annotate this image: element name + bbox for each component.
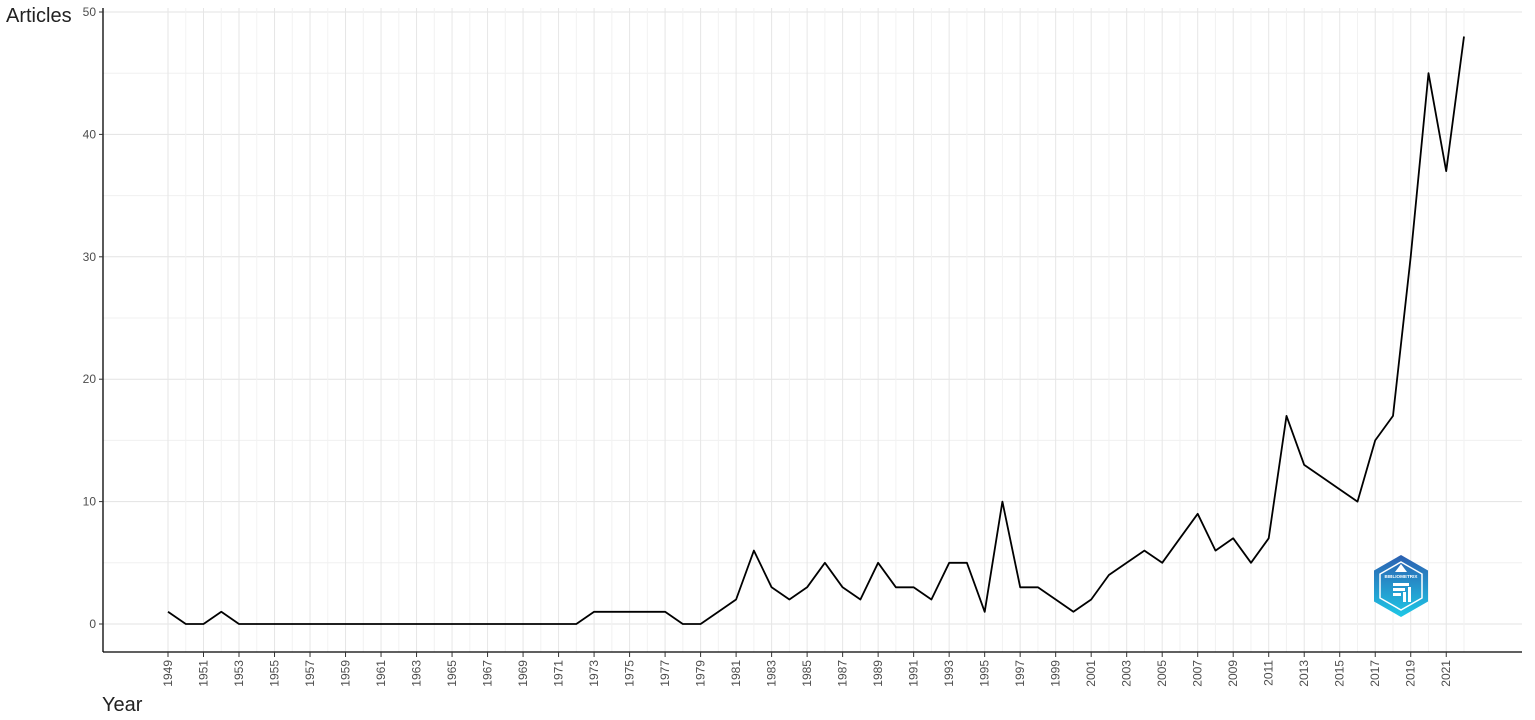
x-tick-label: 2011 (1262, 660, 1276, 686)
bibliometrix-logo: BIBLIOMETRIX (1374, 555, 1428, 617)
x-tick-label: 1975 (623, 660, 637, 687)
y-tick-label: 30 (83, 250, 97, 264)
x-tick-label: 1993 (942, 660, 956, 687)
x-tick-label: 1963 (410, 660, 424, 687)
x-tick-label: 2003 (1120, 660, 1134, 687)
x-tick-label: 1983 (765, 660, 779, 687)
x-tick-label: 1977 (658, 660, 672, 687)
x-tick-label: 1961 (374, 660, 388, 687)
x-tick-label: 1985 (800, 660, 814, 687)
y-tick-label: 0 (89, 617, 96, 631)
x-tick-label: 2013 (1297, 660, 1311, 687)
x-tick-label: 1951 (197, 660, 211, 687)
x-tick-label: 1973 (587, 660, 601, 687)
x-tick-label: 1979 (694, 660, 708, 687)
x-tick-label: 1995 (978, 660, 992, 687)
x-tick-label: 1987 (836, 660, 850, 687)
y-tick-labels: 0 10 20 30 40 50 (83, 5, 97, 631)
x-tick-label: 1953 (232, 660, 246, 687)
x-tick-label: 1991 (907, 660, 921, 687)
x-tick-label: 2005 (1155, 660, 1169, 687)
y-axis-title: Articles (6, 5, 72, 27)
y-tick-label: 20 (83, 372, 97, 386)
series-line (167, 36, 1465, 625)
x-tick-label: 2017 (1368, 660, 1382, 687)
x-axis-title: Year (102, 694, 143, 716)
x-tick-label: 1949 (161, 660, 175, 687)
x-tick-label: 1959 (339, 660, 353, 687)
logo-wordmark: BIBLIOMETRIX (1385, 574, 1419, 579)
x-tick-label: 2019 (1404, 660, 1418, 687)
x-tick-label: 2001 (1084, 660, 1098, 687)
series (167, 36, 1465, 625)
x-tick-label: 2009 (1226, 660, 1240, 687)
x-tick-label: 1969 (516, 660, 530, 687)
y-tick-label: 10 (83, 495, 97, 509)
x-tick-label: 2007 (1191, 660, 1205, 687)
x-tick-label: 1955 (268, 660, 282, 687)
x-tick-label: 1981 (729, 660, 743, 687)
x-tick-label: 1971 (552, 660, 566, 687)
y-tick-label: 40 (83, 127, 97, 141)
x-tick-label: 1967 (481, 660, 495, 687)
x-tick-label: 1997 (1013, 660, 1027, 687)
y-tick-label: 50 (83, 5, 97, 19)
x-tick-label: 1965 (445, 660, 459, 687)
x-tick-labels: 1949 1951 1953 1955 1957 1959 1961 1963 1965 1967… (161, 660, 1453, 687)
x-tick-label: 1989 (871, 660, 885, 687)
x-tick-label: 2021 (1439, 660, 1453, 687)
x-tick-label: 1999 (1049, 660, 1063, 687)
axes (99, 8, 1522, 657)
x-tick-label: 2015 (1333, 660, 1347, 687)
x-tick-label: 1957 (303, 660, 317, 687)
grid (103, 8, 1522, 652)
